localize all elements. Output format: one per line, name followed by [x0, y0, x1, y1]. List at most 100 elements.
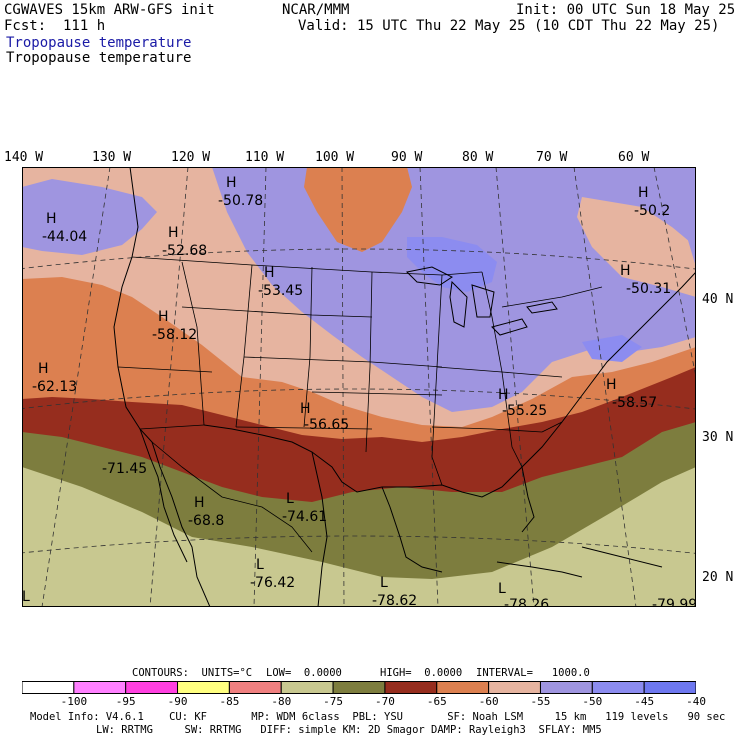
legend-swatch: [384, 681, 438, 694]
center-letter: L: [286, 491, 294, 507]
legend-swatch: [22, 681, 75, 694]
center-letter: H: [498, 387, 509, 403]
legend-swatch: [436, 681, 490, 694]
model-info-line1: Model Info: V4.6.1 CU: KF MP: WDM 6class…: [30, 711, 726, 723]
lon-label-120w: 120 W: [171, 150, 211, 165]
map-frame: [22, 167, 696, 607]
legend-swatch: [228, 681, 282, 694]
center-letter: H: [264, 265, 275, 281]
state-borders: [117, 256, 603, 553]
forecast-hour: Fcst: 111 h: [4, 18, 106, 34]
legend-swatch: [488, 681, 541, 694]
legend-label: -70: [375, 695, 395, 708]
center-value: -62.13: [32, 379, 77, 395]
center-value: -68.8: [188, 513, 224, 529]
legend-swatch: [280, 681, 334, 694]
center-value: -79.99: [652, 597, 696, 607]
lat-label-40n: 40 N: [702, 292, 734, 307]
center-value: -53.45: [258, 283, 303, 299]
lat-label-30n: 30 N: [702, 430, 734, 445]
legend-label: -55: [530, 695, 551, 708]
graticule: [22, 167, 696, 607]
lat-label-20n: 20 N: [702, 570, 734, 585]
center-letter: H: [638, 185, 649, 201]
center-value: -71.45: [102, 461, 147, 477]
lon-label-80w: 80 W: [462, 150, 494, 165]
lon-label-110w: 110 W: [245, 150, 285, 165]
center-value: -58.57: [612, 395, 657, 411]
lon-label-90w: 90 W: [391, 150, 423, 165]
model-info-line2: LW: RRTMG SW: RRTMG DIFF: simple KM: 2D …: [96, 724, 602, 736]
color-legend: [22, 681, 696, 694]
model-title: CGWAVES 15km ARW-GFS init: [4, 2, 215, 18]
center-value: -50.78: [218, 193, 263, 209]
contour-high: HIGH= 0.0000: [380, 667, 463, 679]
legend-swatch: [125, 681, 179, 694]
center-letter: H: [606, 377, 617, 393]
band-minus55-northeast: [577, 197, 696, 297]
center-value: -58.12: [152, 327, 197, 343]
center-value: -78.62: [372, 593, 417, 607]
contour-low: LOW= 0.0000: [266, 667, 342, 679]
legend-swatch: [591, 681, 645, 694]
init-time: Init: 00 UTC Sun 18 May 25: [516, 2, 736, 18]
band-minus60-montana: [304, 167, 412, 252]
band-minus45-greatlakes: [407, 237, 497, 292]
band-minus50-pacific: [22, 179, 157, 255]
legend-label: -80: [271, 695, 292, 708]
center-letter: H: [158, 309, 169, 325]
center-letter: H: [226, 175, 237, 191]
band-minus75-south: [22, 467, 696, 607]
legend-label: -100: [60, 695, 88, 708]
center-letter: L: [256, 557, 264, 573]
center-letter: L: [498, 581, 506, 597]
coastlines: [113, 167, 696, 607]
lon-label-130w: 130 W: [92, 150, 132, 165]
band-minus50-northeast: [622, 167, 696, 247]
tropopause-temperature-map: H -44.04 H -50.78 H -52.68 H -53.45 H -5…: [22, 167, 696, 607]
legend-label: -60: [478, 695, 499, 708]
lon-label-140w: 140 W: [4, 150, 44, 165]
center-letter: H: [300, 401, 311, 417]
legend-label: -90: [167, 695, 188, 708]
shaded-field-title: Tropopause temperature: [6, 50, 192, 66]
legend-label: -85: [219, 695, 240, 708]
center-letter: L: [380, 575, 388, 591]
center-letter: H: [620, 263, 631, 279]
contour-interval: INTERVAL= 1000.0: [476, 667, 590, 679]
contour-field-title: Tropopause temperature: [6, 35, 192, 51]
center-value: -74.61: [282, 509, 327, 525]
legend-swatch: [332, 681, 386, 694]
center-value: -44.04: [42, 229, 87, 245]
legend-label: -50: [582, 695, 603, 708]
contour-units: CONTOURS: UNITS=°C: [132, 667, 253, 679]
legend-swatch: [73, 681, 127, 694]
center-letter: H: [46, 211, 57, 227]
center-value: -76.42: [250, 575, 295, 591]
band-minus75-west: [22, 487, 132, 557]
institution-label: NCAR/MMM: [282, 2, 350, 18]
center-value: -50.2: [634, 203, 670, 219]
legend-swatch: [539, 681, 593, 694]
center-value: -78.26: [504, 597, 549, 607]
legend-swatch: [177, 681, 230, 694]
legend-label: -75: [323, 695, 344, 708]
legend-label: -95: [115, 695, 136, 708]
legend-swatch: [643, 681, 696, 694]
legend-label: -40: [686, 695, 706, 708]
center-value: -56.65: [304, 417, 349, 433]
legend-label: -65: [426, 695, 447, 708]
legend-label: -45: [634, 695, 655, 708]
center-value: -50.31: [626, 281, 671, 297]
center-letter: H: [194, 495, 205, 511]
center-value: -55.25: [502, 403, 547, 419]
center-letter: L: [22, 589, 30, 605]
great-lakes: [405, 266, 558, 336]
lon-label-60w: 60 W: [618, 150, 650, 165]
center-value: -52.68: [162, 243, 207, 259]
center-letter: H: [38, 361, 49, 377]
lon-label-100w: 100 W: [315, 150, 355, 165]
lon-label-70w: 70 W: [536, 150, 568, 165]
center-letter: H: [168, 225, 179, 241]
valid-time: Valid: 15 UTC Thu 22 May 25 (10 CDT Thu …: [298, 18, 720, 34]
